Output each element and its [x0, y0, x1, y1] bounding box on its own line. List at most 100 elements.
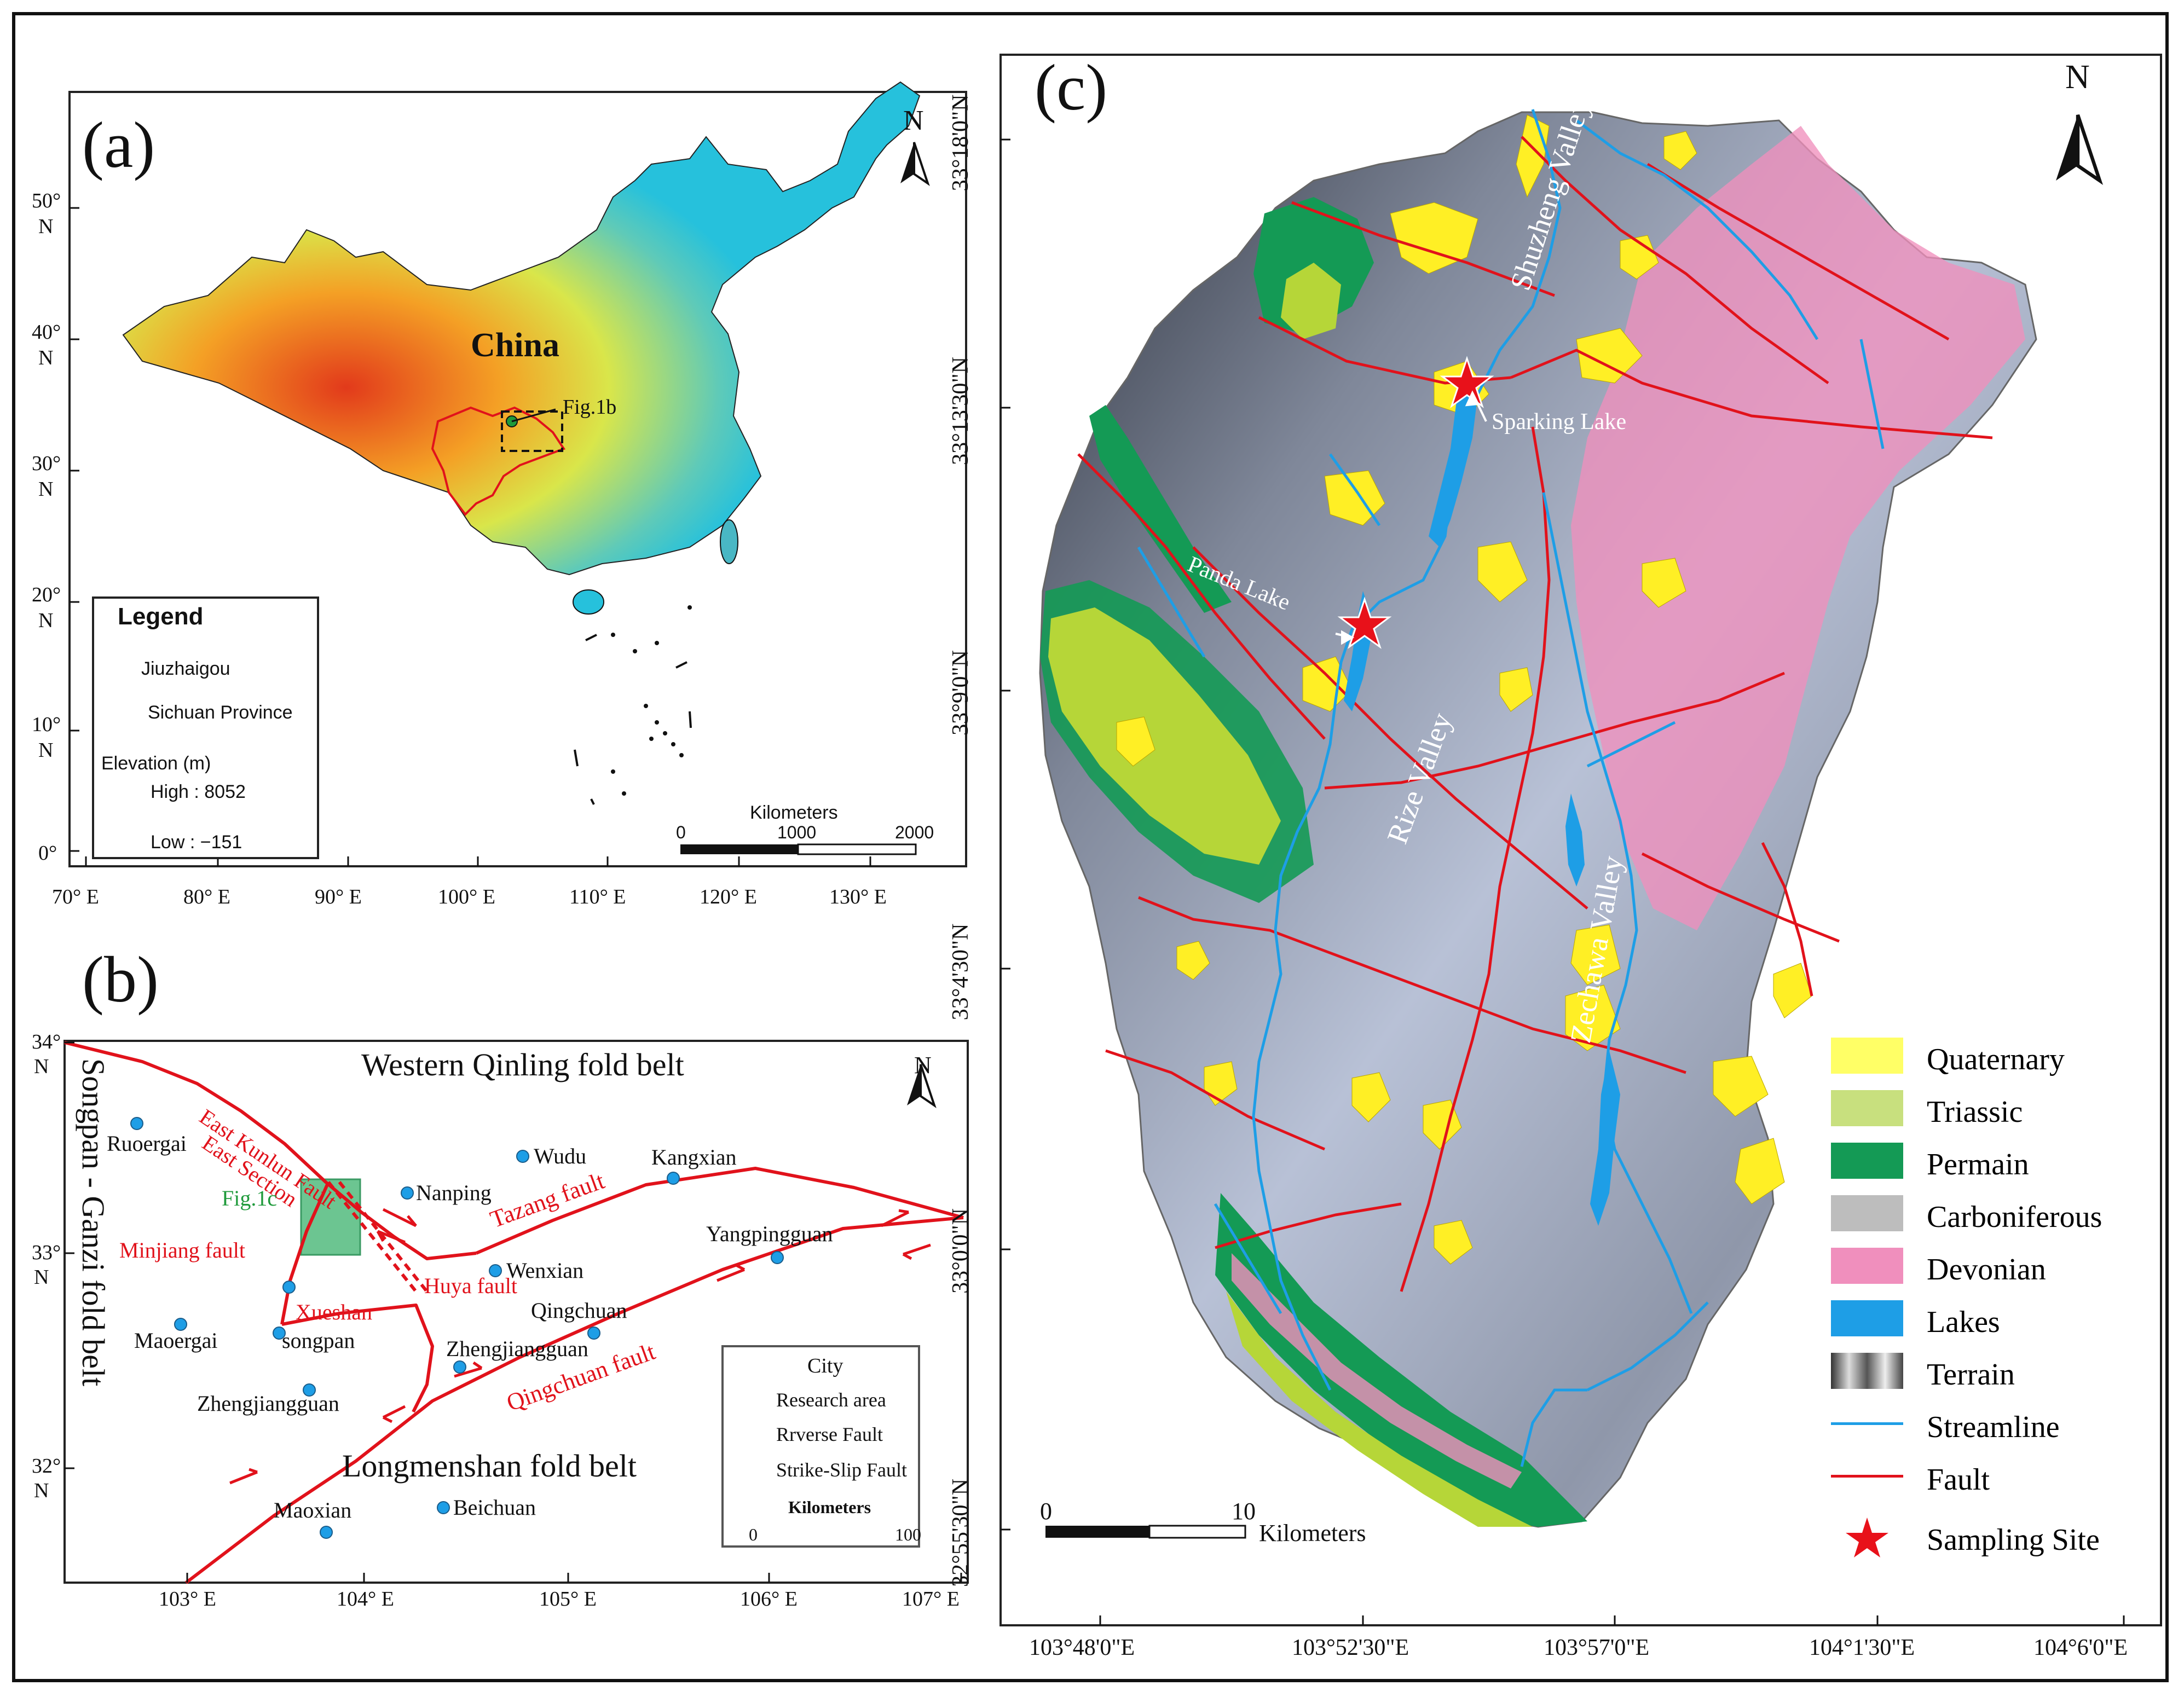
legend-b-city: City	[807, 1354, 843, 1377]
lat-tick-20-n: N	[38, 609, 54, 632]
fault-huya: Huya fault	[424, 1273, 517, 1298]
legend-b-research: Research area	[776, 1389, 886, 1411]
legend-jiuzhaigou: Jiuzhaigou	[141, 658, 230, 679]
figure-frame	[12, 12, 2169, 1682]
legend-c-label: Lakes	[1927, 1305, 2000, 1339]
legend-low: Low : −151	[151, 832, 242, 853]
panel-b-label: (b)	[82, 943, 159, 1016]
c-lon-3: 103°57'0"E	[1544, 1635, 1650, 1660]
legend-c-item-quaternary: Quaternary	[1831, 1034, 2137, 1078]
city-wudu: Wudu	[534, 1144, 587, 1168]
china-label: China	[471, 327, 559, 364]
panel-a-scale-0: 0	[676, 823, 686, 842]
legend-b-strike: Strike-Slip Fault	[776, 1459, 908, 1481]
legend-c-swatch	[1831, 1300, 1903, 1336]
panel-a-label: (a)	[82, 108, 155, 181]
city-songpan: songpan	[282, 1328, 355, 1353]
b-lat-33-n: N	[34, 1266, 49, 1289]
legend-b-reverse: Rrverse Fault	[776, 1423, 883, 1445]
legend-elevation-title: Elevation (m)	[101, 753, 211, 774]
b-lat-32: 32°	[32, 1455, 61, 1478]
legend-c-item-sampling-site: Sampling Site	[1831, 1515, 2137, 1559]
region-longmenshan: Longmenshan fold belt	[342, 1448, 637, 1484]
c-scale-unit: Kilometers	[1259, 1520, 1366, 1547]
lon-tick-110: 110° E	[569, 885, 626, 908]
legend-c-label: Triassic	[1927, 1095, 2023, 1129]
fault-minjiang: Minjiang fault	[119, 1238, 245, 1262]
lat-tick-10-n: N	[38, 739, 54, 762]
lon-tick-80: 80° E	[183, 885, 230, 908]
b-lat-34-n: N	[34, 1055, 49, 1078]
legend-c-label: Fault	[1927, 1463, 1990, 1497]
legend-c-label: Streamline	[1927, 1410, 2060, 1444]
legend-c-item-carboniferous: Carboniferous	[1831, 1192, 2137, 1236]
fault-xueshan: Xueshan	[296, 1300, 372, 1324]
legend-c-item-devonian: Devonian	[1831, 1244, 2137, 1288]
legend-c-item-permain: Permain	[1831, 1139, 2137, 1183]
legend-c-swatch	[1831, 1475, 1903, 1478]
city-maoxian: Maoxian	[274, 1498, 352, 1522]
c-lat-2: 33°13'30"N	[948, 357, 973, 465]
legend-c-label: Quaternary	[1927, 1042, 2065, 1076]
panel-c-map	[999, 54, 2162, 1626]
legend-c-swatch	[1831, 1090, 1903, 1126]
lon-tick-70: 70° E	[52, 885, 99, 908]
city-kangxian: Kangxian	[651, 1145, 737, 1169]
lat-tick-0: 0°	[38, 842, 57, 865]
region-songpan-ganzi: Songpan - Ganzi fold belt	[76, 1058, 111, 1387]
panel-a-north-label: N	[903, 105, 924, 136]
c-lat-3: 33°9'0"N	[948, 650, 973, 735]
panel-a-scale-unit: Kilometers	[750, 802, 838, 823]
c-scale-0: 0	[1040, 1498, 1052, 1525]
panel-a-legend	[92, 596, 319, 859]
c-lat-5: 33°0'0"N	[948, 1208, 973, 1294]
b-lon-107: 107° E	[902, 1588, 960, 1611]
c-lat-6: 32°55'30"N	[948, 1479, 973, 1587]
city-wenxian: Wenxian	[506, 1258, 584, 1283]
city-ruoergai: Ruoergai	[107, 1131, 187, 1156]
legend-c-swatch	[1831, 1515, 1903, 1561]
legend-title: Legend	[118, 603, 204, 630]
fig1c-label: Fig.1c	[222, 1186, 278, 1211]
lat-tick-40-n: N	[38, 346, 54, 369]
legend-b-scale-100: 100	[895, 1525, 921, 1544]
lat-tick-50: 50°	[32, 189, 61, 212]
lon-tick-100: 100° E	[438, 885, 495, 908]
legend-c-swatch	[1831, 1353, 1903, 1389]
city-pingwu: Zhengjiangguan	[446, 1336, 588, 1361]
panel-a-scale-2000: 2000	[895, 823, 934, 842]
c-lon-5: 104°6'0"E	[2033, 1635, 2128, 1660]
legend-c-swatch	[1831, 1195, 1903, 1231]
city-maoergai: Maoergai	[134, 1328, 218, 1353]
b-lon-105: 105° E	[539, 1588, 597, 1611]
legend-c-item-streamline: Streamline	[1831, 1402, 2137, 1446]
fig1b-label: Fig.1b	[563, 396, 617, 419]
lon-tick-120: 120° E	[700, 885, 757, 908]
city-qingchuan: Qingchuan	[531, 1298, 627, 1323]
legend-c-item-triassic: Triassic	[1831, 1087, 2137, 1131]
legend-b-scale-unit: Kilometers	[788, 1497, 871, 1517]
c-lat-1: 33°18'0"N	[948, 94, 973, 192]
legend-c-label: Carboniferous	[1927, 1200, 2102, 1234]
legend-sichuan: Sichuan Province	[148, 702, 293, 723]
legend-c-label: Devonian	[1927, 1253, 2046, 1287]
legend-c-item-lakes: Lakes	[1831, 1297, 2137, 1341]
lon-tick-130: 130° E	[829, 885, 887, 908]
panel-c-label: (c)	[1035, 51, 1108, 124]
c-lon-4: 104°1'30"E	[1809, 1635, 1915, 1660]
panel-a-scale-1000: 1000	[777, 823, 817, 842]
panel-c-legend: Quaternary Triassic Permain Carboniferous De…	[1831, 1034, 2137, 1560]
b-lat-33: 33°	[32, 1241, 61, 1264]
c-lon-2: 103°52'30"E	[1292, 1635, 1409, 1660]
c-lon-1: 103°48'0"E	[1029, 1635, 1135, 1660]
panel-c-north-label: N	[2065, 59, 2090, 96]
lat-tick-40: 40°	[32, 321, 61, 344]
legend-c-item-fault: Fault	[1831, 1455, 2137, 1498]
legend-c-label: Permain	[1927, 1148, 2029, 1181]
b-lon-104: 104° E	[337, 1588, 394, 1611]
c-scale-10: 10	[1232, 1498, 1256, 1525]
panel-b-legend	[721, 1345, 920, 1548]
region-western-qinling: Western Qinling fold belt	[361, 1047, 684, 1082]
city-yangpingguan: Yangpingguan	[706, 1221, 833, 1246]
